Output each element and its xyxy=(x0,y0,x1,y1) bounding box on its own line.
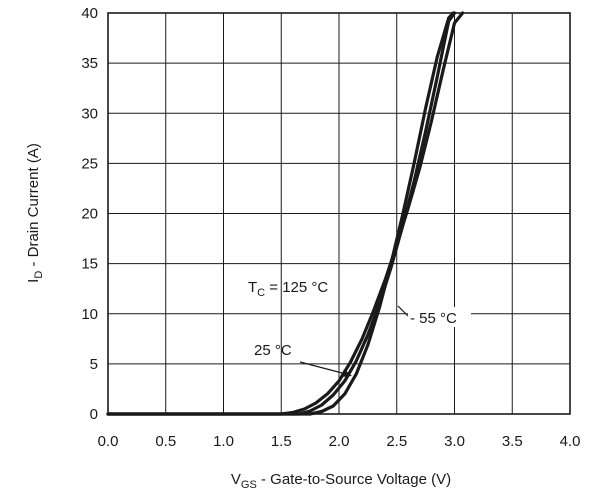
x-tick-label: 1.0 xyxy=(213,433,234,450)
plot-frame xyxy=(107,12,571,415)
x-axis-title: VGS - Gate-to-Source Voltage (V) xyxy=(231,471,451,491)
curves xyxy=(106,11,465,416)
tick-labels: 0.0 0.5 1.0 1.5 2.0 2.5 3.0 3.5 4.0 0 5 10 15 20 25 30 3… xyxy=(81,5,580,450)
x-tick-label: 3.0 xyxy=(444,433,465,450)
x-tick-label: 3.5 xyxy=(502,433,523,450)
x-tick-label: 1.5 xyxy=(271,433,292,450)
series-line xyxy=(106,11,455,416)
series-line xyxy=(106,11,465,416)
y-tick-label: 20 xyxy=(81,206,98,223)
y-tick-label: 30 xyxy=(81,105,98,122)
annotation-125c: TC = 125 °C xyxy=(248,279,328,299)
grid xyxy=(107,12,571,415)
y-tick-label: 40 xyxy=(81,5,98,22)
x-tick-label: 0.0 xyxy=(98,433,119,450)
y-tick-label: 5 xyxy=(90,356,98,373)
annotation-25c-arrowhead xyxy=(341,369,352,377)
x-tick-label: 4.0 xyxy=(560,433,581,450)
annotation-25c: 25 °C xyxy=(254,342,292,359)
annotation-m55c: - 55 °C xyxy=(410,310,457,327)
annotation-25c-arrow xyxy=(299,361,347,375)
x-tick-label: 2.5 xyxy=(386,433,407,450)
annotation-m55c-leader xyxy=(397,305,409,317)
y-axis-title: ID - Drain Current (A) xyxy=(25,143,45,283)
y-tick-label: 15 xyxy=(81,256,98,273)
series-line xyxy=(106,11,457,416)
x-tick-label: 2.0 xyxy=(329,433,350,450)
y-tick-label: 35 xyxy=(81,55,98,72)
y-tick-label: 0 xyxy=(90,406,98,423)
y-tick-label: 25 xyxy=(81,155,98,172)
x-tick-label: 0.5 xyxy=(155,433,176,450)
annotation-m55c-bg xyxy=(408,307,471,327)
y-tick-label: 10 xyxy=(81,306,98,323)
